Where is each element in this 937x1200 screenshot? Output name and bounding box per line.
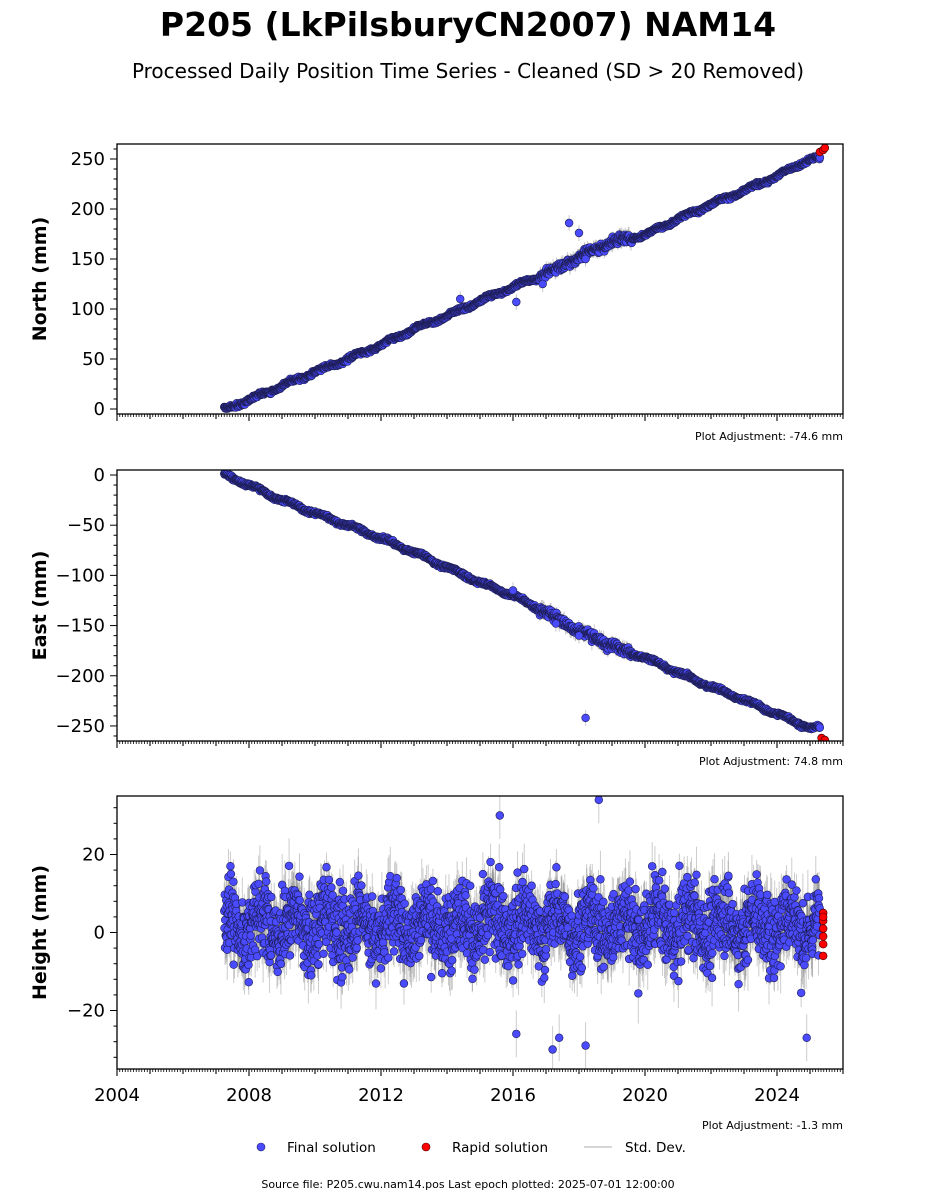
final-solution-point [538,279,547,289]
y-axis-label: North (mm) [29,217,51,342]
plot-area [220,470,830,741]
final-solution-point [564,218,574,228]
final-solution-point [581,254,590,264]
y-tick-label: 50 [82,349,105,370]
plot-adjustment-label: Plot Adjustment: -74.6 mm [695,430,843,443]
y-tick-label: 0 [94,399,105,420]
y-tick-label: 100 [71,299,105,320]
y-tick-label: 200 [71,199,105,220]
axes-frame [116,143,844,415]
y-tick-label: 150 [71,249,105,270]
chart-subtitle: Processed Daily Position Time Series - C… [132,59,804,83]
final-solution-point [574,228,584,238]
y-tick-label: 250 [71,149,105,170]
final-solution-point [456,294,465,304]
chart-title: P205 (LkPilsburyCN2007) NAM14 [160,5,776,44]
final-solution-point [512,297,521,307]
rapid-solution-point [820,144,830,153]
plot-area [220,144,830,413]
north-panel: 0 50 100 150 200 250 North (mm) Plot Adjustment… [29,143,844,443]
